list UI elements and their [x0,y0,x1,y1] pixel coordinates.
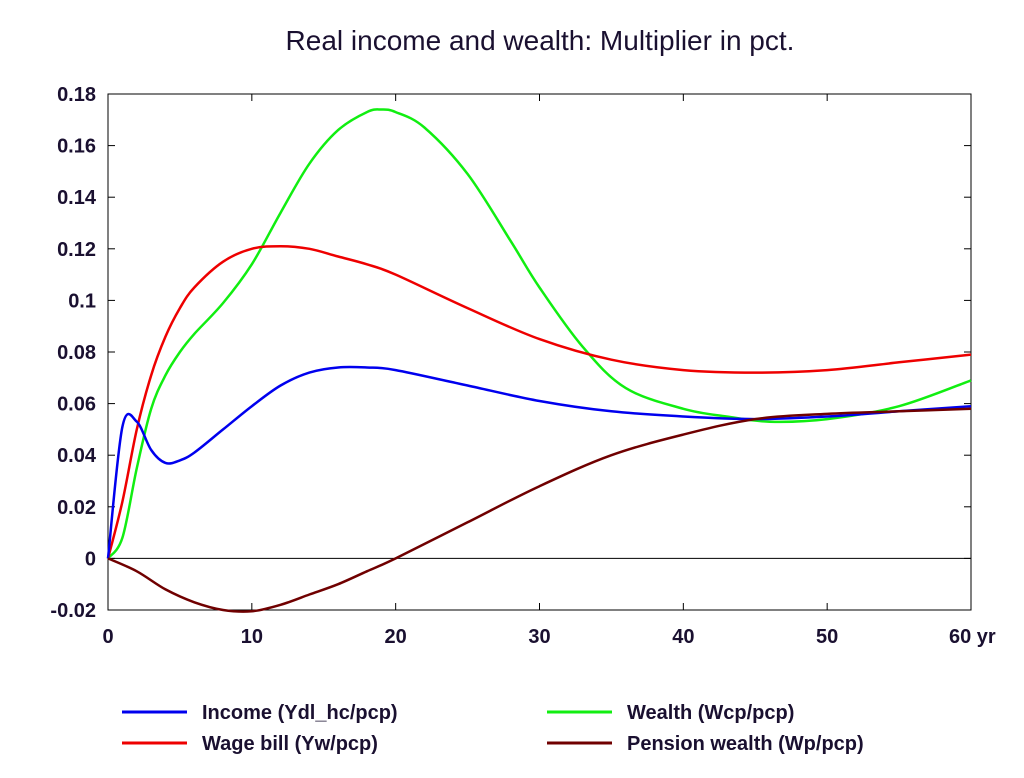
chart-title: Real income and wealth: Multiplier in pc… [286,25,795,56]
series-lines [106,108,972,613]
series-line-1 [106,365,972,559]
y-tick-label: 0.12 [57,239,96,261]
x-tick-label: 60 yr [949,626,996,648]
y-tick-label: -0.02 [50,600,96,622]
legend-label: Income (Ydl_hc/pcp) [202,702,398,724]
x-axis: 0 10 20 30 40 50 60 yr [102,94,996,648]
y-tick-label: 0.02 [57,497,96,519]
y-tick-label: 0.06 [57,394,96,416]
y-tick-label: 0 [85,548,96,570]
x-tick-label: 30 [528,626,550,648]
y-tick-label: 0.16 [57,136,96,158]
y-tick-label: 0.1 [68,290,96,312]
y-tick-label: 0.14 [57,187,97,209]
legend-label: Wealth (Wcp/pcp) [627,702,794,724]
legend: Income (Ydl_hc/pcp) Wage bill (Yw/pcp) Wea… [122,702,864,755]
x-tick-label: 20 [385,626,407,648]
y-tick-label: 0.18 [57,84,96,106]
y-tick-label: 0.04 [57,445,97,467]
series-line-2 [106,244,972,559]
plot-frame [107,93,972,611]
x-tick-label: 40 [672,626,694,648]
y-axis: -0.02 0 0.02 0.04 0.06 0.08 0.1 0.12 0.14 0.16 0.1… [50,84,971,622]
legend-label: Wage bill (Yw/pcp) [202,733,378,755]
y-tick-label: 0.08 [57,342,96,364]
x-tick-label: 10 [241,626,263,648]
series-line-3 [106,108,972,560]
legend-label: Pension wealth (Wp/pcp) [627,733,864,755]
series-line-4 [107,407,972,613]
x-tick-label: 0 [102,626,113,648]
x-tick-label: 50 [816,626,838,648]
